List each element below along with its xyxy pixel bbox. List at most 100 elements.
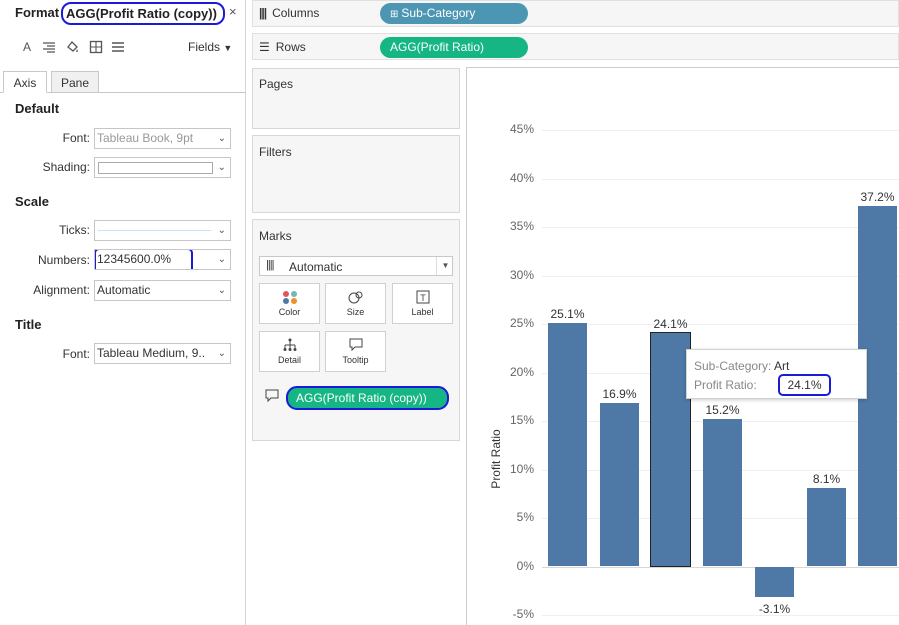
alignment-dropdown-value: Automatic — [97, 283, 151, 297]
y-tick-label: 15% — [509, 413, 534, 427]
data-label: 37.2% — [860, 189, 895, 204]
bar — [650, 331, 691, 568]
format-pane: Format AGG(Profit Ratio (copy)) × A Fiel… — [0, 0, 246, 625]
caret-down-icon: ▼ — [223, 43, 233, 53]
close-icon[interactable]: × — [229, 4, 237, 19]
detail-icon — [260, 338, 319, 355]
label-icon: T — [393, 290, 452, 307]
title-font-dropdown[interactable]: Tableau Medium, 9.. ⌄ — [94, 343, 231, 364]
svg-text:T: T — [420, 293, 426, 303]
tooltip-field-pill[interactable]: AGG(Profit Ratio (copy)) — [286, 386, 449, 410]
data-label: 25.1% — [550, 307, 585, 322]
data-label: -3.1% — [758, 601, 791, 616]
expand-icon: ⊞ — [390, 9, 399, 20]
y-tick-label: 5% — [516, 510, 534, 524]
lines-format-icon[interactable] — [111, 40, 125, 54]
chevron-down-icon: ⌄ — [217, 285, 226, 296]
title-font-label: Font: — [62, 347, 90, 361]
gridline — [542, 275, 899, 277]
y-axis-title: Profit Ratio — [489, 429, 503, 489]
shading-dropdown[interactable]: ⌄ — [94, 157, 231, 178]
detail-button[interactable]: Detail — [259, 331, 320, 372]
numbers-highlight-outline — [95, 250, 193, 269]
mark-type-value: Automatic — [289, 260, 343, 274]
chevron-down-icon: ⌄ — [217, 254, 226, 265]
tooltip-category-value: Art — [774, 359, 790, 373]
gridline — [542, 615, 899, 616]
tooltip-ratio-label: Profit Ratio: — [694, 378, 757, 392]
tooltip-ratio-value: 24.1% — [778, 374, 831, 396]
tooltip-icon — [326, 338, 385, 355]
size-button[interactable]: Size — [325, 283, 386, 324]
filters-card[interactable]: Filters — [252, 135, 460, 213]
pages-card[interactable]: Pages — [252, 68, 460, 129]
data-label: 16.9% — [602, 386, 637, 401]
default-heading: Default — [15, 101, 60, 116]
y-tick-label: 10% — [509, 461, 534, 476]
profit-ratio-pill[interactable]: AGG(Profit Ratio) — [380, 37, 528, 58]
data-label: 15.2% — [705, 403, 740, 418]
chevron-down-icon: ⌄ — [217, 162, 226, 173]
borders-format-icon[interactable] — [89, 40, 103, 54]
ticks-label: Ticks: — [59, 223, 90, 237]
numbers-dropdown-value: 12345600.0% — [97, 252, 172, 266]
y-tick-label: 20% — [509, 364, 534, 379]
format-title: Format — [15, 5, 60, 20]
mark-type-dropdown[interactable]: |||| Automatic ▼ — [259, 256, 453, 276]
filters-card-title: Filters — [259, 145, 292, 159]
bar-chart-icon: |||| — [266, 259, 275, 271]
columns-icon: ||| — [259, 6, 267, 20]
label-button[interactable]: T Label — [392, 283, 453, 324]
font-dropdown-value: Tableau Book, 9pt — [97, 131, 194, 145]
rows-shelf[interactable] — [252, 33, 899, 60]
scale-heading: Scale — [15, 194, 49, 209]
shading-label: Shading: — [42, 160, 90, 174]
size-button-label: Size — [346, 307, 365, 317]
format-field-name: AGG(Profit Ratio (copy)) — [61, 2, 225, 25]
bar — [703, 419, 742, 567]
tab-divider — [0, 92, 246, 93]
y-tick-label: 45% — [509, 122, 534, 136]
tab-axis[interactable]: Axis — [3, 71, 47, 93]
columns-label-text: Columns — [272, 6, 320, 20]
tooltip-category-label: Sub-Category: — [694, 359, 772, 373]
font-format-icon[interactable]: A — [22, 40, 31, 54]
tab-pane[interactable]: Pane — [51, 71, 99, 93]
color-button[interactable]: Color — [259, 283, 320, 324]
gridline — [542, 130, 899, 131]
tooltip-speech-icon — [265, 389, 279, 406]
fields-dropdown[interactable]: Fields ▼ — [188, 40, 232, 54]
rows-label-text: Rows — [275, 40, 306, 54]
rows-icon: ☰ — [259, 40, 270, 54]
detail-button-label: Detail — [277, 355, 301, 365]
tooltip-category-row: Sub-Category: Art — [694, 359, 789, 373]
gridline — [542, 178, 899, 180]
ticks-dropdown[interactable]: ⌄ — [94, 220, 231, 241]
pages-card-title: Pages — [259, 77, 294, 91]
bar — [755, 566, 794, 597]
y-tick-label: 40% — [509, 170, 534, 185]
numbers-dropdown[interactable]: 12345600.0% ⌄ — [94, 249, 231, 270]
title-heading: Title — [15, 317, 42, 332]
shading-format-icon[interactable] — [65, 40, 79, 54]
sub-category-pill[interactable]: ⊞ Sub-Category — [380, 3, 528, 24]
fields-label: Fields — [188, 40, 221, 54]
data-label: 24.1% — [653, 316, 688, 331]
color-icon — [260, 290, 319, 307]
numbers-label: Numbers: — [37, 253, 90, 267]
sub-category-pill-text: Sub-Category — [401, 6, 476, 20]
mark-tooltip: Sub-Category: Art Profit Ratio: 24.1% — [686, 349, 867, 399]
columns-shelf[interactable] — [252, 0, 899, 27]
tooltip-button[interactable]: Tooltip — [325, 331, 386, 372]
alignment-dropdown[interactable]: Automatic ⌄ — [94, 280, 231, 301]
y-tick-label: 25% — [509, 316, 534, 330]
color-button-label: Color — [278, 307, 301, 317]
font-dropdown[interactable]: Tableau Book, 9pt ⌄ — [94, 128, 231, 149]
y-tick-label: 35% — [509, 219, 534, 233]
size-icon — [326, 290, 385, 307]
data-label: 8.1% — [812, 471, 841, 486]
gridline — [542, 324, 899, 325]
alignment-format-icon[interactable] — [42, 40, 56, 54]
bar — [807, 487, 846, 567]
shading-swatch — [98, 162, 213, 174]
